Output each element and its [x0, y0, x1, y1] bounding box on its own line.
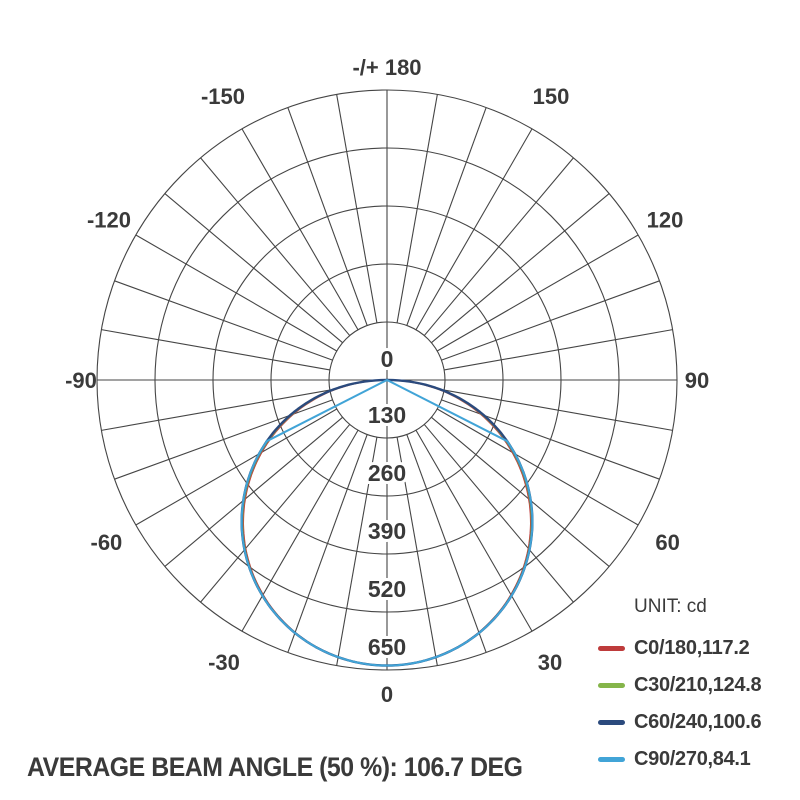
angle-label: 0: [381, 682, 393, 707]
angle-label: -30: [208, 650, 240, 675]
beam-angle-caption: AVERAGE BEAM ANGLE (50 %): 106.7 DEG: [27, 752, 523, 782]
legend-entry-label: C90/270,84.1: [634, 748, 751, 770]
legend-swatch: [598, 683, 625, 688]
grid-spoke: [406, 434, 487, 653]
grid-spoke: [101, 329, 330, 371]
legend-entry: C60/240,100.6: [598, 704, 762, 741]
grid-spoke: [241, 128, 359, 331]
grid-spoke: [415, 429, 533, 632]
radial-tick-label: 650: [368, 634, 406, 660]
angle-label: -150: [201, 84, 245, 109]
grid-spoke: [200, 157, 351, 336]
legend-swatch: [598, 757, 625, 762]
angle-label: -60: [91, 530, 123, 555]
legend-entry-label: C30/210,124.8: [634, 674, 762, 696]
grid-spoke: [423, 424, 574, 603]
unit-label: UNIT: cd: [634, 596, 707, 617]
grid-spoke: [241, 429, 359, 632]
radial-tick-label: 130: [368, 402, 406, 428]
legend-entry: C90/270,84.1: [598, 741, 761, 778]
grid-spoke: [135, 234, 338, 352]
legend-rows: C0/180,117.2 C30/210,124.8 C60/240,100.6 C9…: [598, 630, 762, 778]
polar-grid: [96, 89, 678, 671]
grid-spoke: [431, 193, 610, 344]
grid-spoke: [444, 389, 673, 431]
grid-spoke: [287, 107, 368, 326]
grid-spoke: [436, 408, 639, 526]
grid-spoke: [396, 94, 438, 323]
angle-label: -120: [87, 207, 131, 232]
grid-spoke: [101, 389, 330, 431]
grid-spoke: [336, 437, 378, 666]
grid-spoke: [114, 280, 333, 361]
grid-spoke: [436, 234, 639, 352]
legend-swatch: [598, 720, 625, 725]
grid-spoke: [415, 128, 533, 331]
radial-tick-label: 520: [368, 576, 406, 602]
angle-label: 120: [647, 207, 684, 232]
angle-label: 30: [538, 650, 562, 675]
grid-spoke: [135, 408, 338, 526]
grid-spoke: [164, 416, 343, 567]
legend-entry-label: C0/180,117.2: [634, 637, 750, 659]
radial-tick-label: 260: [368, 460, 406, 486]
chart-legend: UNIT: cd C0/180,117.2 C30/210,124.8 C60/24…: [598, 596, 762, 778]
angle-label: 90: [685, 368, 709, 393]
angle-label: 60: [655, 530, 679, 555]
grid-spoke: [406, 107, 487, 326]
grid-spoke: [444, 329, 673, 371]
grid-spoke: [441, 280, 660, 361]
intensity-curve-c90: [240, 379, 534, 667]
angle-label: -90: [65, 368, 97, 393]
angle-label: -/+ 180: [352, 55, 421, 80]
legend-entry: C0/180,117.2: [598, 630, 761, 667]
grid-spoke: [200, 424, 351, 603]
grid-spoke: [441, 399, 660, 480]
angle-label: 150: [533, 84, 570, 109]
grid-spoke: [287, 434, 368, 653]
grid-spoke: [423, 157, 574, 336]
legend-entry-label: C60/240,100.6: [634, 711, 762, 733]
grid-spoke: [114, 399, 333, 480]
grid-spoke: [164, 193, 343, 344]
legend-swatch: [598, 646, 625, 651]
radial-tick-label: 0: [381, 346, 394, 372]
grid-spoke: [336, 94, 378, 323]
radial-tick-label: 390: [368, 518, 406, 544]
grid-spoke: [431, 416, 610, 567]
legend-entry: C30/210,124.8: [598, 667, 762, 704]
grid-spoke: [396, 437, 438, 666]
